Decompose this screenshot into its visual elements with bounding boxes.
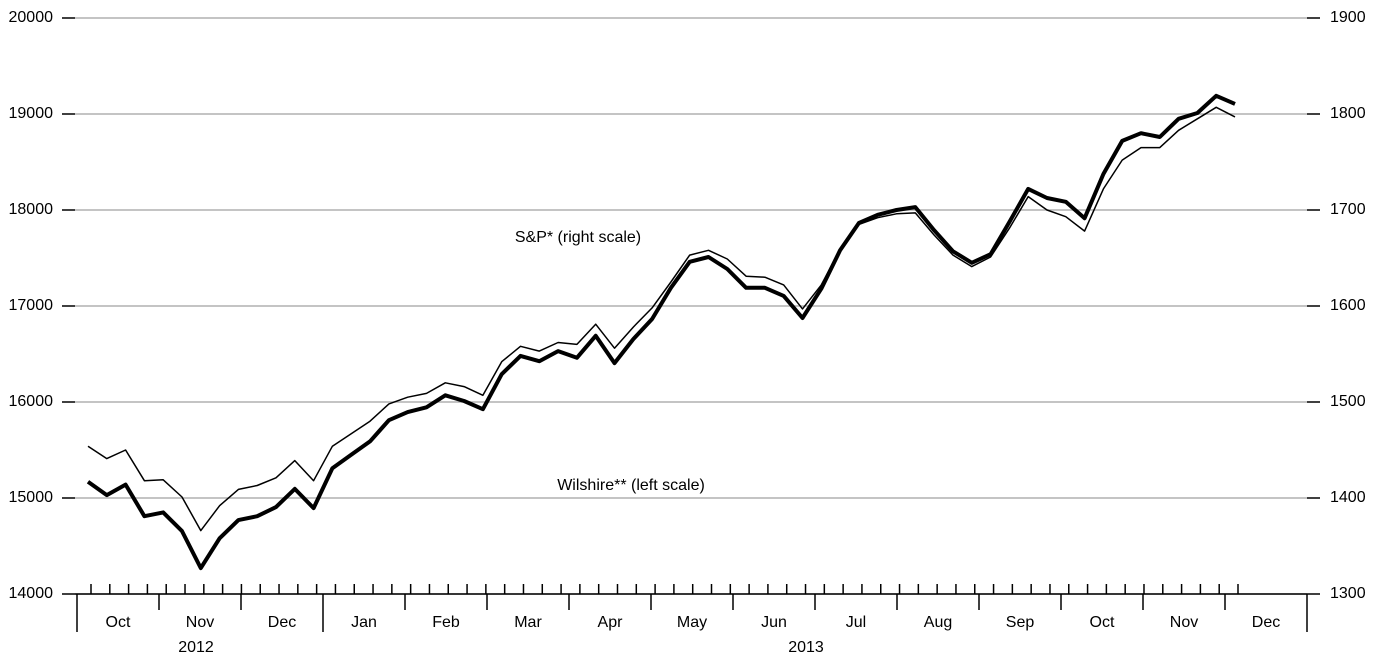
y-tick-label: 15000 [9, 489, 54, 506]
series-line [86, 93, 1236, 571]
y2-tick-label: 1900 [1330, 9, 1366, 26]
x-tick-label: Jan [351, 614, 377, 631]
x-tick-label: May [677, 614, 707, 631]
year-label: 2013 [788, 639, 824, 656]
x-tick-label: Nov [186, 614, 214, 631]
y-tick-label: 14000 [9, 585, 54, 602]
y-tick-label: 19000 [9, 105, 54, 122]
y2-tick-label: 1700 [1330, 201, 1366, 218]
y-tick-label: 20000 [9, 9, 54, 26]
y-tick-label: 18000 [9, 201, 54, 218]
year-label: 2012 [178, 639, 214, 656]
x-tick-label: Oct [1090, 614, 1115, 631]
annotation: Wilshire** (left scale) [557, 477, 705, 494]
y2-tick-label: 1500 [1330, 393, 1366, 410]
y2-tick-label: 1400 [1330, 489, 1366, 506]
x-tick-label: Apr [598, 614, 624, 631]
y2-tick-label: 1600 [1330, 297, 1366, 314]
y2-tick-label: 1300 [1330, 585, 1366, 602]
x-tick-label: Aug [924, 614, 952, 631]
x-tick-label: Sep [1006, 614, 1035, 631]
x-tick-label: Dec [268, 614, 296, 631]
x-tick-label: Jul [846, 614, 866, 631]
y2-tick-label: 1800 [1330, 105, 1366, 122]
x-tick-label: Dec [1252, 614, 1280, 631]
y-tick-label: 17000 [9, 297, 54, 314]
series-line [87, 106, 1236, 532]
x-tick-label: Jun [761, 614, 787, 631]
annotation: S&P* (right scale) [515, 229, 641, 246]
x-tick-label: Mar [514, 614, 542, 631]
y-tick-label: 16000 [9, 393, 54, 410]
x-tick-label: Nov [1170, 614, 1198, 631]
x-tick-label: Oct [106, 614, 131, 631]
x-tick-label: Feb [432, 614, 460, 631]
